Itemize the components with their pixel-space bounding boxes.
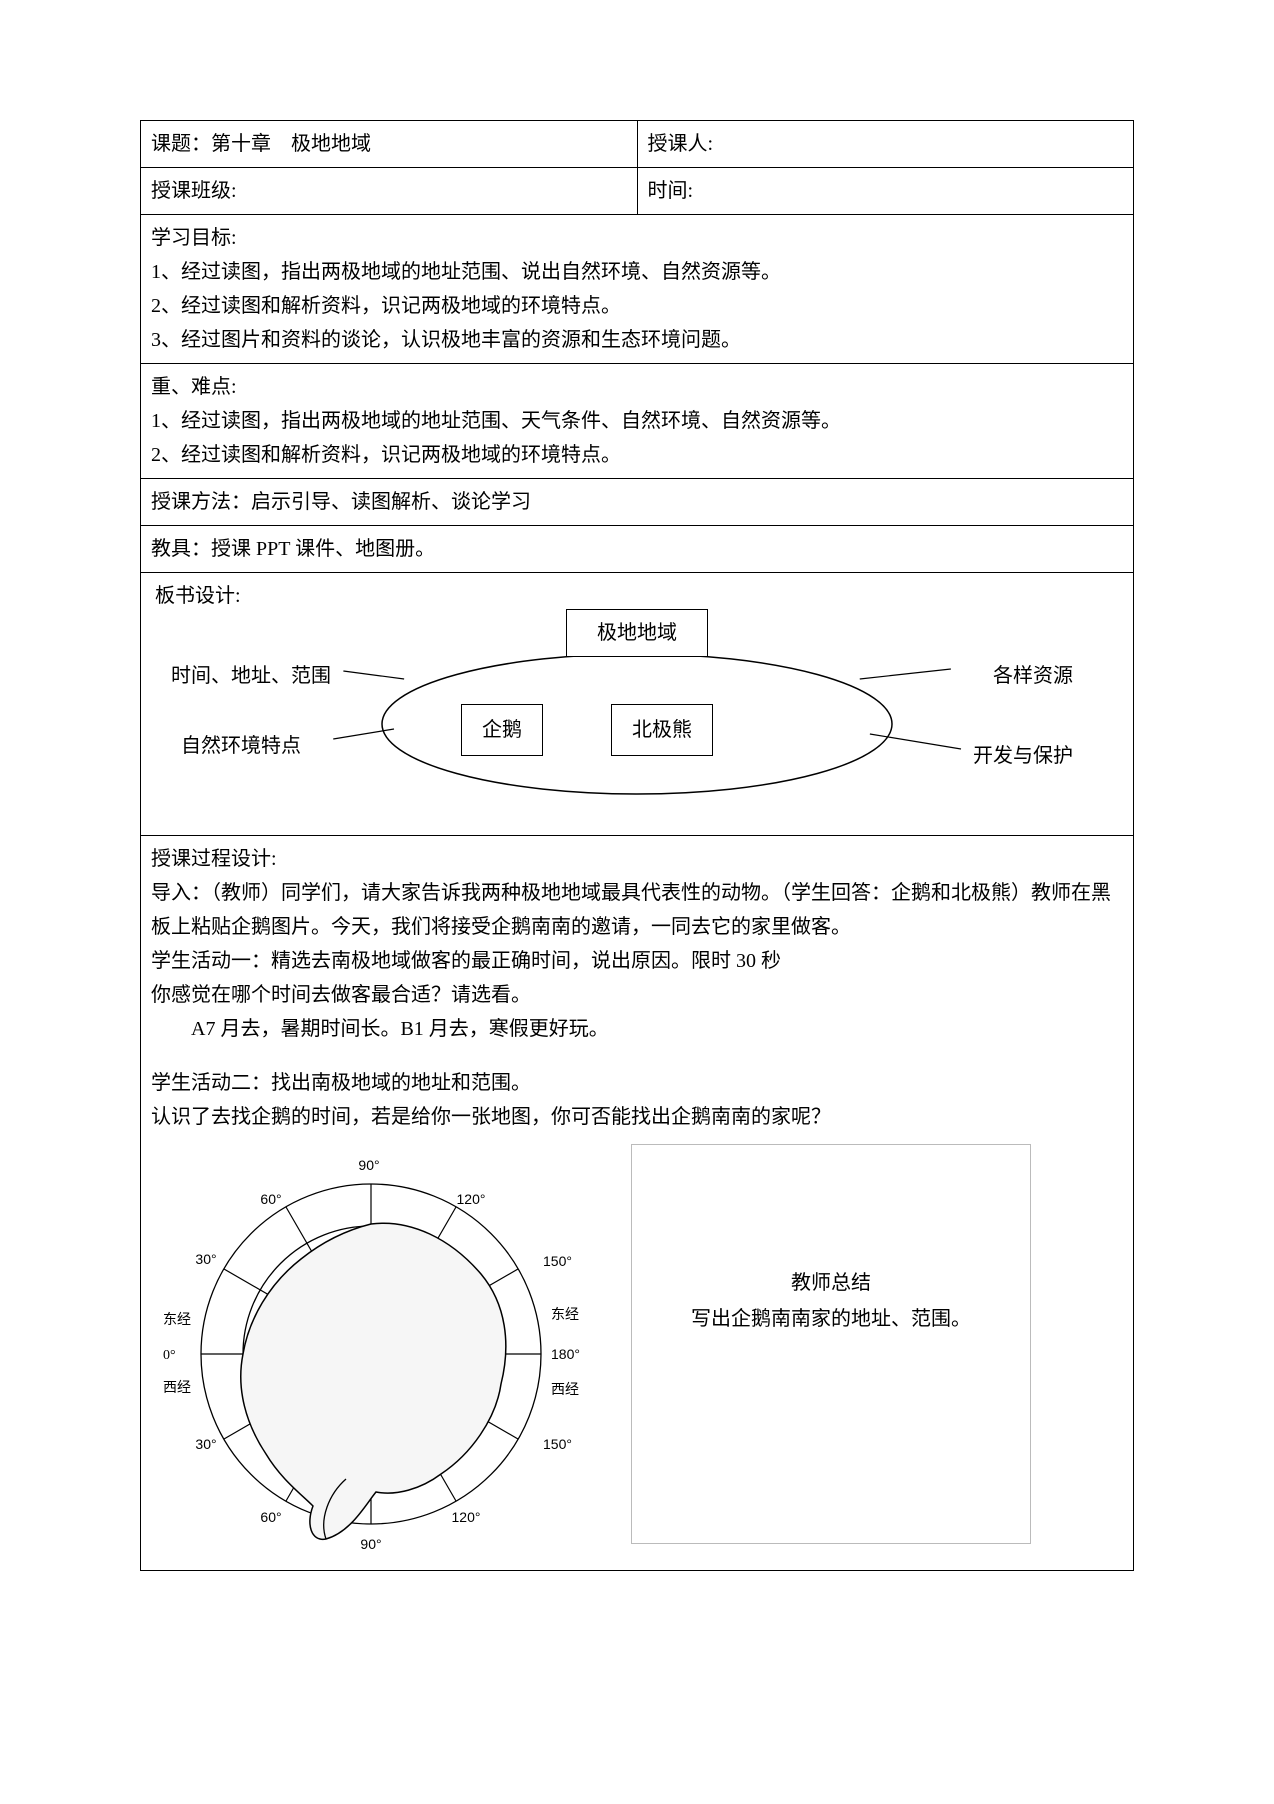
map-deg-30-bl: 30° xyxy=(195,1436,216,1452)
row-board-design: 板书设计: 极地地域 企鹅 北极熊 时间、地址、范围 自然环境特 xyxy=(141,573,1134,836)
objectives-item2: 2、经过读图和解析资料，识记两极地域的环境特点。 xyxy=(151,289,1123,323)
map-deg-180: 180° xyxy=(551,1346,580,1362)
cell-objectives: 学习目标: 1、经过读图，指出两极地域的地址范围、说出自然环境、自然资源等。 2… xyxy=(141,215,1134,364)
map-deg-120-b: 120° xyxy=(452,1509,481,1525)
map-and-summary-row: 90° 60° 120° 30° 150° 180° 150° 120° 60°… xyxy=(151,1144,1123,1564)
map-deg-150-br: 150° xyxy=(543,1436,572,1452)
process-p2: 学生活动一：精选去南极地域做客的最正确时间，说出原因。限时 30 秒 xyxy=(151,944,1123,978)
summary-line1: 教师总结 xyxy=(652,1265,1010,1301)
map-deg-60-tl: 60° xyxy=(260,1191,281,1207)
map-left-east-label: 东经 xyxy=(163,1312,191,1328)
spacer xyxy=(151,1046,1123,1066)
board-title: 板书设计: xyxy=(155,579,241,613)
lesson-plan-table: 课题：第十章 极地地域 授课人: 授课班级: 时间: 学习目标: 1、经过读图，… xyxy=(140,120,1134,1571)
map-deg-150-r: 150° xyxy=(543,1253,572,1269)
antarctic-polar-map-icon: 90° 60° 120° 30° 150° 180° 150° 120° 60°… xyxy=(151,1144,591,1564)
process-p1: 导入：（教师）同学们，请大家告诉我两种极地地域最具代表性的动物。（学生回答：企鹅… xyxy=(151,876,1123,944)
map-right-east-label: 东经 xyxy=(551,1307,579,1323)
process-p4: A7 月去，暑期时间长。B1 月去，寒假更好玩。 xyxy=(151,1012,1123,1046)
cell-tools: 教具：授课 PPT 课件、地图册。 xyxy=(141,526,1134,573)
concept-inner-penguin: 企鹅 xyxy=(461,704,543,756)
cell-class: 授课班级: xyxy=(141,168,638,215)
summary-line2: 写出企鹅南南家的地址、范围。 xyxy=(652,1301,1010,1337)
process-p6: 认识了去找企鹅的时间，若是给你一张地图，你可否能找出企鹅南南的家呢？ xyxy=(151,1100,1123,1134)
process-p3: 你感觉在哪个时间去做客最合适？请选看。 xyxy=(151,978,1123,1012)
concept-map: 极地地域 企鹅 北极熊 时间、地址、范围 自然环境特点 各样资源 xyxy=(151,609,1123,829)
concept-center-box: 极地地域 xyxy=(566,609,708,657)
concept-label-bottom-left: 自然环境特点 xyxy=(181,729,301,763)
objectives-title: 学习目标: xyxy=(151,221,1123,255)
map-right-west-label: 西经 xyxy=(551,1382,579,1398)
map-deg-90-bottom: 90° xyxy=(360,1536,381,1552)
row-method: 授课方法：启示引导、读图解析、谈论学习 xyxy=(141,479,1134,526)
row-tools: 教具：授课 PPT 课件、地图册。 xyxy=(141,526,1134,573)
row-objectives: 学习目标: 1、经过读图，指出两极地域的地址范围、说出自然环境、自然资源等。 2… xyxy=(141,215,1134,364)
cell-board-design: 板书设计: 极地地域 企鹅 北极熊 时间、地址、范围 自然环境特 xyxy=(141,573,1134,836)
process-p5: 学生活动二：找出南极地域的地址和范围。 xyxy=(151,1066,1123,1100)
cell-method: 授课方法：启示引导、读图解析、谈论学习 xyxy=(141,479,1134,526)
map-left-west-label: 西经 xyxy=(163,1380,191,1396)
cell-teacher: 授课人: xyxy=(637,121,1134,168)
map-deg-90-top: 90° xyxy=(358,1157,379,1173)
keypoints-title: 重、难点: xyxy=(151,370,1123,404)
map-deg-60-bl: 60° xyxy=(260,1509,281,1525)
row-process: 授课过程设计: 导入：（教师）同学们，请大家告诉我两种极地地域最具代表性的动物。… xyxy=(141,836,1134,1571)
lesson-plan-page: 课题：第十章 极地地域 授课人: 授课班级: 时间: 学习目标: 1、经过读图，… xyxy=(0,0,1274,1804)
keypoints-item2: 2、经过读图和解析资料，识记两极地域的环境特点。 xyxy=(151,438,1123,472)
row-class-time: 授课班级: 时间: xyxy=(141,168,1134,215)
cell-process: 授课过程设计: 导入：（教师）同学们，请大家告诉我两种极地地域最具代表性的动物。… xyxy=(141,836,1134,1571)
cell-time: 时间: xyxy=(637,168,1134,215)
row-keypoints: 重、难点: 1、经过读图，指出两极地域的地址范围、天气条件、自然环境、自然资源等… xyxy=(141,364,1134,479)
cell-keypoints: 重、难点: 1、经过读图，指出两极地域的地址范围、天气条件、自然环境、自然资源等… xyxy=(141,364,1134,479)
row-topic-teacher: 课题：第十章 极地地域 授课人: xyxy=(141,121,1134,168)
concept-label-top-left: 时间、地址、范围 xyxy=(171,659,331,693)
concept-label-bottom-right: 开发与保护 xyxy=(973,739,1073,773)
map-deg-30-l: 30° xyxy=(195,1251,216,1267)
cell-topic: 课题：第十章 极地地域 xyxy=(141,121,638,168)
teacher-summary-box: 教师总结 写出企鹅南南家的地址、范围。 xyxy=(631,1144,1031,1544)
objectives-item3: 3、经过图片和资料的谈论，认识极地丰富的资源和生态环境问题。 xyxy=(151,323,1123,357)
map-left-zero-label: 0° xyxy=(163,1348,176,1363)
objectives-item1: 1、经过读图，指出两极地域的地址范围、说出自然环境、自然资源等。 xyxy=(151,255,1123,289)
concept-inner-polarbear: 北极熊 xyxy=(611,704,713,756)
map-deg-120-tr: 120° xyxy=(457,1191,486,1207)
concept-label-top-right: 各样资源 xyxy=(993,659,1073,693)
process-title: 授课过程设计: xyxy=(151,842,1123,876)
keypoints-item1: 1、经过读图，指出两极地域的地址范围、天气条件、自然环境、自然资源等。 xyxy=(151,404,1123,438)
